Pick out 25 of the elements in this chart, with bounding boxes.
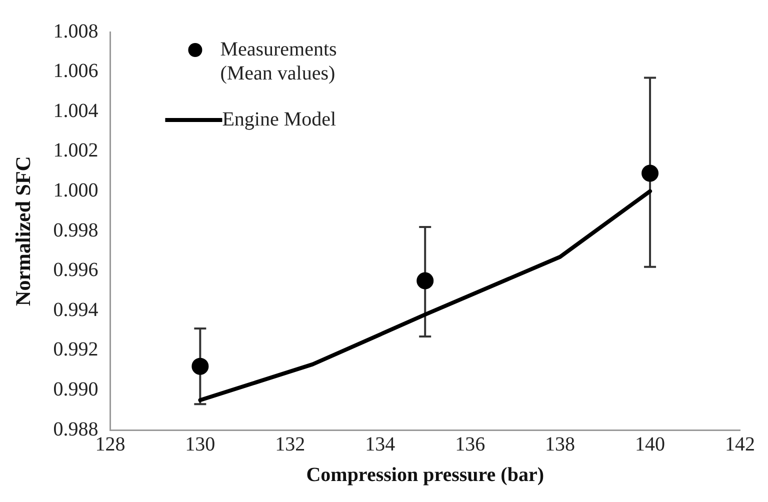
x-tick-label: 138 [545, 433, 576, 456]
legend-label: Measurements (Mean values) [220, 38, 338, 84]
x-tick-label: 132 [275, 433, 306, 456]
y-tick-label: 1.000 [53, 179, 98, 202]
point [416, 272, 434, 290]
y-tick-label: 0.998 [53, 219, 98, 242]
y-tick-label: 0.988 [53, 418, 98, 440]
y-tick-label: 1.004 [53, 100, 98, 122]
y-tick-label: 0.996 [53, 259, 98, 282]
x-tick-label: 136 [455, 433, 486, 456]
x-tick-label: 140 [635, 433, 666, 456]
y-tick-label: 0.994 [53, 298, 98, 321]
y-tick-label: 0.992 [53, 338, 98, 361]
y-tick-label: 0.990 [53, 378, 98, 400]
x-tick-label: 130 [185, 433, 216, 456]
point [192, 358, 209, 375]
y-tick-label: 1.002 [53, 140, 98, 162]
y-tick-label: 1.008 [53, 20, 98, 42]
x-tick-label: 142 [725, 433, 755, 456]
x-tick-label: 134 [365, 433, 396, 456]
legend-label: Engine Model [222, 108, 337, 130]
y-tick-label: 1.006 [53, 60, 98, 82]
y-axis-title: Normalized SFC [11, 156, 36, 306]
x-axis-title: Compression pressure (bar) [306, 464, 544, 486]
point [642, 164, 659, 182]
